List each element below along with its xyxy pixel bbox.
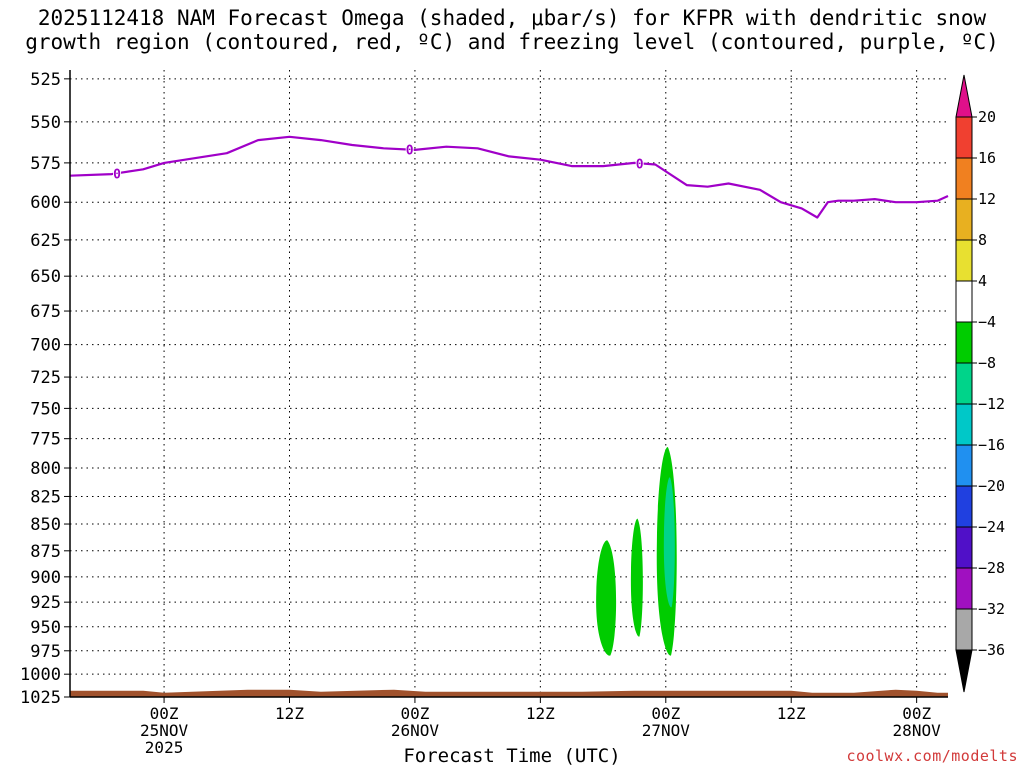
colorbar-bin: [955, 567, 973, 610]
y-tick-label: 925: [30, 593, 61, 613]
y-tick-label: 550: [30, 113, 61, 133]
x-axis-label: Forecast Time (UTC): [403, 745, 621, 767]
colorbar-label: −36: [978, 641, 1005, 659]
freezing-level-contour: 0 0 0: [69, 135, 949, 219]
y-tick-label: 800: [30, 459, 61, 479]
x-tick-label: 27NOV: [642, 721, 691, 740]
colorbar-bin: [955, 485, 973, 528]
colorbar-label: 16: [978, 149, 996, 167]
y-tick-label: 1025: [20, 688, 61, 708]
y-tick-label: 575: [30, 154, 61, 174]
colorbar-label: −4: [978, 313, 996, 331]
colorbar-label: 8: [978, 231, 987, 249]
title-line-1: 2025112418 NAM Forecast Omega (shaded, μ…: [37, 6, 987, 30]
y-tick-label: 750: [30, 399, 61, 419]
axes: [64, 70, 948, 703]
colorbar-label: −8: [978, 354, 996, 372]
colorbar-label: −20: [978, 477, 1005, 495]
y-tick-label: 525: [30, 70, 61, 90]
y-tick-labels: 525 550 575 600 625 650 675 700 725 750 775 800 825 8…: [20, 70, 61, 708]
colorbar-label: −24: [978, 518, 1005, 536]
contour-label: 0: [636, 157, 644, 172]
colorbar-label: −28: [978, 559, 1005, 577]
colorbar-bin: [955, 239, 973, 282]
colorbar-label: 20: [978, 108, 996, 126]
title-line-2: growth region (contoured, red, ºC) and f…: [25, 30, 999, 54]
contour-label: 0: [113, 167, 121, 182]
chart-title: 2025112418 NAM Forecast Omega (shaded, μ…: [0, 6, 1024, 54]
x-tick-label: 00Z: [651, 704, 680, 723]
colorbar-bin: [955, 362, 973, 405]
y-tick-label: 875: [30, 542, 61, 562]
x-tick-label: 26NOV: [391, 721, 440, 740]
y-tick-label: 1000: [20, 665, 61, 685]
colorbar-bin: [955, 444, 973, 487]
omega-shading: [596, 446, 677, 656]
colorbar: 20 16 12 8 4 −4 −8 −12 −16 −20 −24 −28 −32 −36: [955, 74, 1005, 693]
colorbar-bin: [955, 157, 973, 200]
y-tick-label: 850: [30, 515, 61, 535]
x-tick-label: 00Z: [902, 704, 931, 723]
colorbar-label: −32: [978, 600, 1005, 618]
y-tick-label: 825: [30, 487, 61, 507]
credit-text[interactable]: coolwx.com/modelts: [846, 747, 1018, 765]
contour-label: 0: [406, 144, 414, 159]
y-tick-label: 950: [30, 618, 61, 638]
x-tick-label: 12Z: [526, 704, 555, 723]
omega-region: [663, 477, 675, 608]
colorbar-label: 12: [978, 190, 996, 208]
y-tick-label: 775: [30, 430, 61, 450]
y-tick-label: 675: [30, 302, 61, 322]
x-tick-label: 00Z: [400, 704, 429, 723]
colorbar-bin: [955, 321, 973, 364]
terrain-fill: [70, 689, 948, 697]
contour-label-bg: [635, 156, 644, 170]
colorbar-bin: [955, 608, 973, 651]
colorbar-label: −12: [978, 395, 1005, 413]
colorbar-bin: [955, 403, 973, 446]
y-tick-label: 900: [30, 568, 61, 588]
x-tick-label: 12Z: [275, 704, 304, 723]
x-tick-label: 28NOV: [893, 721, 942, 740]
freezing-level-line: [69, 135, 949, 219]
x-tick-label: 2025: [145, 738, 184, 757]
y-tick-label: 975: [30, 642, 61, 662]
y-tick-label: 700: [30, 336, 61, 356]
omega-region: [630, 518, 643, 637]
grid: [70, 70, 948, 698]
colorbar-bin: [955, 280, 973, 323]
contour-label-bg: [113, 166, 122, 180]
colorbar-bin: [955, 116, 973, 159]
colorbar-bin: [955, 526, 973, 569]
x-tick-label: 12Z: [777, 704, 806, 723]
contour-label-bg: [405, 142, 414, 156]
colorbar-label: 4: [978, 272, 987, 290]
colorbar-bin: [955, 198, 973, 241]
colorbar-bottom-arrow: [955, 649, 973, 693]
omega-region: [596, 540, 617, 656]
y-tick-label: 650: [30, 267, 61, 287]
y-tick-label: 725: [30, 368, 61, 388]
terrain: [70, 689, 948, 697]
colorbar-label: −16: [978, 436, 1005, 454]
x-tick-label: 00Z: [150, 704, 179, 723]
x-tick-label: 25NOV: [140, 721, 189, 740]
y-tick-label: 625: [30, 231, 61, 251]
y-tick-label: 600: [30, 193, 61, 213]
colorbar-top-arrow: [955, 74, 973, 118]
